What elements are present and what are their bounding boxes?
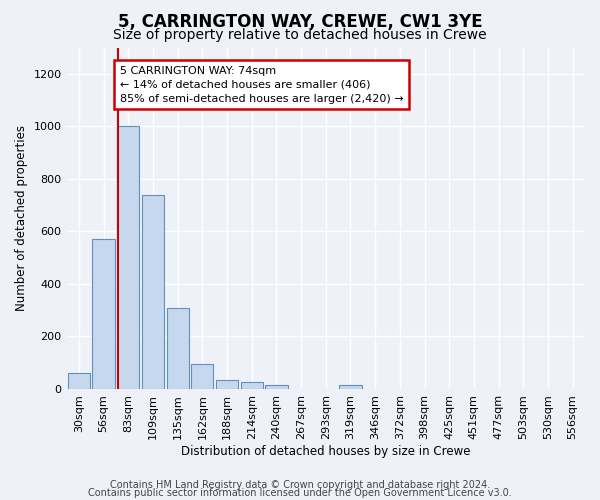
Bar (216, 380, 238, 389)
Bar (68, 373, 90, 389)
Text: Size of property relative to detached houses in Crewe: Size of property relative to detached ho… (113, 28, 487, 42)
Bar (117, 126, 139, 389)
Text: Contains HM Land Registry data © Crown copyright and database right 2024.: Contains HM Land Registry data © Crown c… (110, 480, 490, 490)
Text: 5, CARRINGTON WAY, CREWE, CW1 3YE: 5, CARRINGTON WAY, CREWE, CW1 3YE (118, 12, 482, 30)
Text: Contains public sector information licensed under the Open Government Licence v3: Contains public sector information licen… (88, 488, 512, 498)
Bar (241, 382, 263, 389)
Bar (142, 194, 164, 389)
Bar (265, 385, 287, 389)
Bar (167, 308, 189, 389)
X-axis label: Distribution of detached houses by size in Crewe: Distribution of detached houses by size … (181, 444, 470, 458)
Text: 5 CARRINGTON WAY: 74sqm
← 14% of detached houses are smaller (406)
85% of semi-d: 5 CARRINGTON WAY: 74sqm ← 14% of detache… (119, 66, 403, 104)
Bar (191, 364, 214, 389)
Bar (340, 385, 362, 389)
Y-axis label: Number of detached properties: Number of detached properties (15, 125, 28, 311)
Bar (92, 239, 115, 389)
